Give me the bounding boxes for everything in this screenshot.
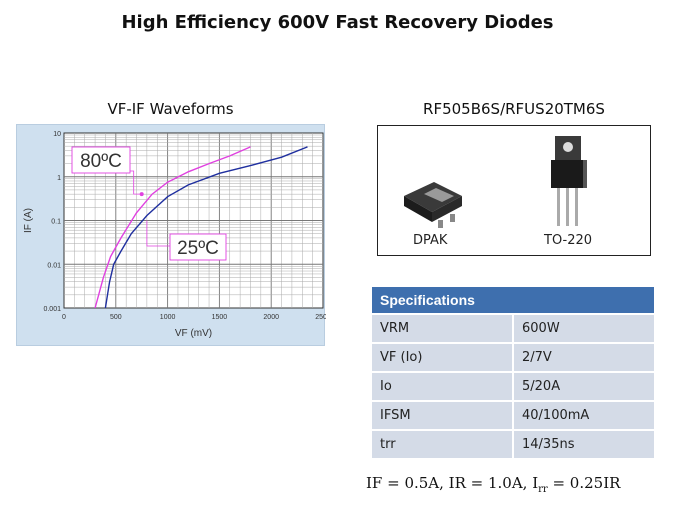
spec-value: 40/100mA [512,402,654,429]
spec-table-header: Specifications [372,287,654,313]
spec-value: 5/20A [512,373,654,400]
series-line-1 [104,146,308,309]
table-row: VF (Io) 2/7V [372,344,654,371]
x-tick-label: 0 [62,314,66,321]
dpak-package-icon [404,182,462,228]
spec-param: IFSM [372,402,512,429]
series-label-1: 25ºC [177,238,219,259]
x-axis-label: VF (mV) [175,328,212,339]
callout-box-1 [169,233,227,261]
spec-value: 2/7V [512,344,654,371]
series-label-0: 80ºC [80,151,122,172]
table-row: IFSM 40/100mA [372,402,654,429]
y-axis-label: IF (A) [23,208,34,233]
page-title: High Efficiency 600V Fast Recovery Diode… [121,12,554,33]
spec-param: Io [372,373,512,400]
package-label-dpak: DPAK [413,233,448,248]
test-conditions: IF = 0.5A, IR = 1.0A, Irr = 0.25IR [366,474,666,495]
y-tick-label: 10 [53,131,61,138]
spec-param: trr [372,431,512,458]
callout-box-0 [71,146,131,174]
table-row: trr 14/35ns [372,431,654,458]
callout-line-1 [146,220,170,247]
spec-table: Specifications VRM 600W VF (Io) 2/7V Io 5/2… [372,285,654,460]
package-box: DPAK TO-220 [377,125,651,256]
conditions-subscript: rr [538,484,548,495]
table-row: Io 5/20A [372,373,654,400]
y-tick-label: 0.1 [51,219,61,226]
y-tick-label: 0.001 [43,306,61,313]
to220-package-icon [551,136,587,226]
package-label-to220: TO-220 [544,233,593,248]
y-tick-label: 1 [57,175,61,182]
conditions-text-b: = 0.25IR [547,474,621,492]
spec-value: 14/35ns [512,431,654,458]
y-tick-label: 0.01 [47,262,61,269]
spec-param: VRM [372,315,512,342]
spec-value: 600W [512,315,654,342]
x-tick-label: 2000 [263,314,279,321]
callout-line-0 [130,170,142,195]
x-tick-label: 500 [110,314,122,321]
x-tick-label: 1500 [212,314,228,321]
conditions-text-a: IF = 0.5A, IR = 1.0A, I [366,474,539,492]
table-row: VRM 600W [372,315,654,342]
chart-heading: VF-IF Waveforms [107,100,234,118]
series-line-0 [94,146,251,309]
x-tick-label: 1000 [160,314,176,321]
spec-param: VF (Io) [372,344,512,371]
package-heading: RF505B6S/RFUS20TM6S [423,100,605,118]
